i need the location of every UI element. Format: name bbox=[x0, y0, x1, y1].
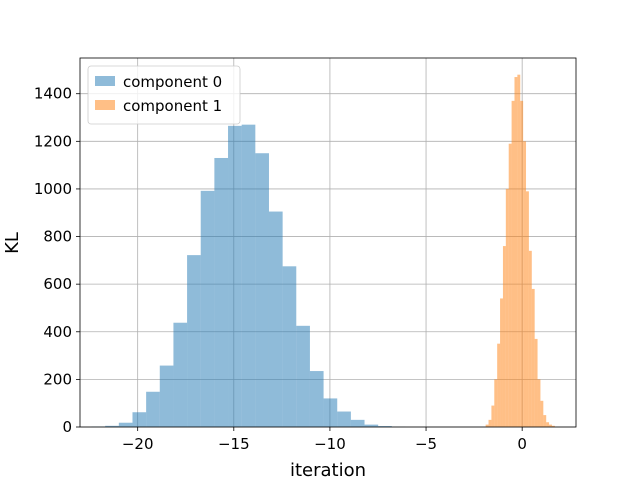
histogram-bar bbox=[268, 211, 283, 427]
histogram-bar bbox=[520, 100, 524, 427]
histogram-bar bbox=[296, 325, 310, 427]
legend-label: component 0 bbox=[123, 73, 222, 91]
histogram-bar bbox=[551, 425, 555, 427]
histogram-bar bbox=[488, 419, 492, 427]
histogram-bar bbox=[540, 400, 544, 427]
y-tick-label: 800 bbox=[43, 228, 72, 246]
histogram-bar bbox=[173, 322, 188, 427]
histogram-bar bbox=[537, 379, 541, 427]
x-tick-label: −15 bbox=[218, 435, 250, 453]
x-tick-label: −5 bbox=[415, 435, 437, 453]
histogram-bar bbox=[200, 190, 215, 427]
y-tick-label: 400 bbox=[43, 323, 72, 341]
x-tick-label: −20 bbox=[122, 435, 154, 453]
histogram-bar bbox=[514, 77, 518, 427]
y-tick-label: 1400 bbox=[34, 85, 72, 103]
histogram-bar bbox=[502, 246, 506, 427]
histogram-bar bbox=[523, 141, 527, 428]
histogram-bar bbox=[105, 425, 119, 427]
histogram-bar bbox=[517, 74, 521, 427]
histogram-bar bbox=[531, 288, 535, 427]
histogram-bar bbox=[282, 266, 297, 427]
y-axis-ticks: 0 200 400 600 800 1000 1200 1400 bbox=[34, 85, 80, 436]
histogram-bar bbox=[494, 379, 498, 427]
histogram-bar bbox=[491, 405, 495, 427]
histogram-bar bbox=[337, 411, 351, 427]
histogram-bar bbox=[543, 415, 547, 427]
x-axis-label: iteration bbox=[290, 460, 366, 480]
histogram-bar bbox=[549, 424, 552, 427]
x-axis-ticks: −20 −15 −10 −5 0 bbox=[122, 427, 527, 453]
y-tick-label: 0 bbox=[62, 418, 72, 436]
histogram-bar bbox=[364, 424, 379, 427]
histogram-bar bbox=[500, 298, 503, 427]
histogram-bar bbox=[241, 124, 256, 427]
histogram-bar bbox=[378, 426, 392, 427]
legend-swatch bbox=[95, 100, 115, 110]
histogram-bar bbox=[255, 153, 269, 427]
histogram-bar bbox=[546, 422, 550, 427]
histogram-bar bbox=[187, 255, 201, 427]
series-0-bars bbox=[91, 124, 406, 427]
histogram-bar bbox=[350, 419, 365, 427]
histogram-bar bbox=[146, 391, 160, 427]
legend: component 0 component 1 bbox=[87, 65, 241, 125]
histogram-bar bbox=[118, 422, 133, 427]
histogram-bar bbox=[534, 338, 538, 427]
y-axis-label: KL bbox=[2, 232, 23, 254]
y-tick-label: 600 bbox=[43, 275, 72, 293]
legend-box bbox=[87, 65, 241, 125]
y-tick-label: 1200 bbox=[34, 132, 72, 150]
y-tick-label: 200 bbox=[43, 370, 72, 388]
histogram-bar bbox=[159, 365, 174, 427]
histogram-bar bbox=[511, 100, 515, 427]
series-1-bars bbox=[485, 74, 555, 428]
histogram-bar bbox=[214, 157, 229, 427]
histogram-bar bbox=[485, 424, 489, 427]
histogram-bar bbox=[528, 250, 532, 427]
histogram-bar bbox=[505, 188, 509, 427]
histogram-bar bbox=[526, 191, 529, 427]
histogram-bar bbox=[497, 343, 501, 427]
plot-frame bbox=[79, 57, 577, 428]
histogram-bar bbox=[309, 371, 324, 427]
histogram-bar bbox=[132, 412, 147, 427]
histogram-bar bbox=[323, 398, 338, 427]
histogram-bar bbox=[228, 125, 242, 427]
bars bbox=[91, 74, 555, 428]
legend-label: component 1 bbox=[123, 97, 222, 115]
x-tick-label: 0 bbox=[517, 435, 527, 453]
legend-swatch bbox=[95, 76, 115, 86]
x-tick-label: −10 bbox=[314, 435, 346, 453]
histogram-bar bbox=[508, 143, 512, 427]
y-tick-label: 1000 bbox=[34, 180, 72, 198]
